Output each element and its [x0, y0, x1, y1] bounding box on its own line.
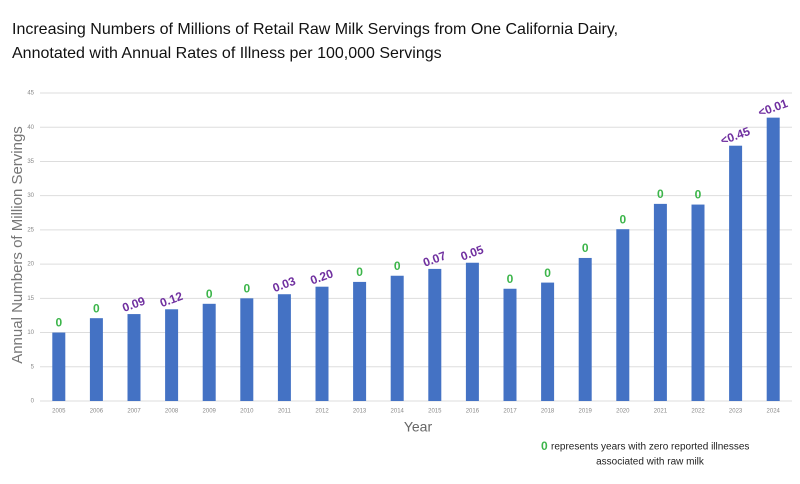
y-tick-label: 10: [27, 330, 34, 336]
y-tick-label: 0: [31, 399, 35, 405]
rate-annotation: 0.09: [120, 294, 147, 315]
bar: [578, 257, 592, 401]
bar: [52, 332, 66, 401]
bar: [766, 117, 780, 401]
x-tick-label: 2013: [353, 409, 367, 415]
rate-annotation: 0: [695, 188, 702, 202]
x-tick-label: 2011: [278, 409, 292, 415]
rate-annotation: 0: [507, 272, 514, 286]
bar: [277, 294, 291, 401]
bar: [390, 275, 404, 401]
note-text: associated with raw milk: [596, 457, 705, 468]
x-tick-label: 2020: [616, 409, 630, 415]
x-tick-label: 2006: [90, 409, 104, 415]
x-tick-label: 2018: [541, 409, 555, 415]
rate-annotation: 0: [93, 301, 100, 315]
x-tick-label: 2017: [503, 409, 517, 415]
bar: [315, 286, 329, 401]
x-tick-label: 2007: [127, 409, 141, 415]
bar: [616, 229, 630, 401]
x-tick-label: 2010: [240, 409, 254, 415]
x-tick-label: 2012: [315, 409, 329, 415]
y-tick-label: 20: [27, 262, 34, 268]
rate-annotation: 0: [55, 316, 62, 330]
x-tick-label: 2021: [654, 409, 668, 415]
rate-annotation: <0.01: [756, 96, 790, 120]
bar: [428, 268, 442, 401]
y-tick-label: 40: [27, 125, 34, 131]
rate-annotation: 0: [356, 265, 363, 279]
note-text: represents years with zero reported illn…: [551, 442, 749, 453]
x-tick-label: 2023: [729, 409, 743, 415]
bar: [503, 288, 517, 401]
y-tick-label: 45: [27, 91, 34, 97]
bar: [541, 282, 555, 401]
bar: [165, 309, 179, 401]
y-tick-label: 5: [31, 364, 35, 370]
y-tick-label: 15: [27, 296, 34, 302]
x-tick-label: 2024: [767, 409, 781, 415]
bar: [653, 203, 667, 401]
rate-annotation: 0: [619, 212, 626, 226]
rate-annotation: 0.05: [459, 242, 486, 263]
rate-annotation: 0: [206, 287, 213, 301]
rate-annotation: 0: [582, 241, 589, 255]
bar: [127, 314, 141, 401]
x-tick-label: 2008: [165, 409, 179, 415]
x-tick-label: 2015: [428, 409, 442, 415]
bar: [729, 145, 743, 401]
y-tick-label: 25: [27, 227, 34, 233]
rate-annotation: 0: [243, 282, 250, 296]
x-tick-label: 2019: [579, 409, 593, 415]
x-tick-label: 2005: [52, 409, 66, 415]
bar: [202, 303, 216, 401]
bar: [353, 281, 367, 401]
y-tick-label: 35: [27, 159, 34, 165]
rate-annotation: 0.07: [421, 248, 448, 269]
bar: [465, 262, 479, 401]
rate-annotation: 0.12: [158, 289, 185, 310]
note-marker: 0: [541, 439, 548, 453]
rate-annotation: 0: [544, 266, 551, 280]
rate-annotation: 0: [394, 259, 401, 273]
rate-annotation: 0.03: [271, 274, 298, 295]
x-tick-label: 2009: [203, 409, 217, 415]
chart-title: Increasing Numbers of Millions of Retail…: [12, 21, 618, 38]
rate-annotation: 0.20: [308, 266, 335, 287]
bar: [691, 204, 705, 401]
y-axis-label: Annual Numbers of Million Servings: [9, 126, 26, 364]
x-axis-label: Year: [404, 419, 433, 435]
x-tick-label: 2014: [391, 409, 405, 415]
chart-title: Annotated with Annual Rates of Illness p…: [12, 45, 442, 62]
y-tick-label: 30: [27, 193, 34, 199]
bar: [89, 318, 103, 401]
rate-annotation: 0: [657, 187, 664, 201]
bar: [240, 298, 254, 401]
x-tick-label: 2016: [466, 409, 480, 415]
x-tick-label: 2022: [691, 409, 705, 415]
